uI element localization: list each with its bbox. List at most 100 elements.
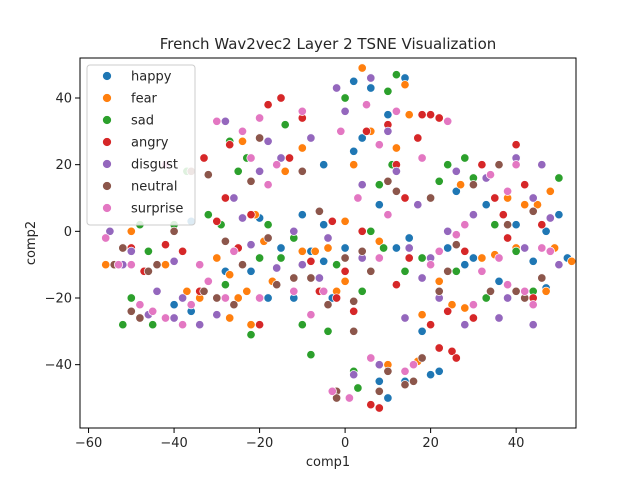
point-fear [477,253,487,263]
point-disgust [443,226,453,236]
point-sad [434,176,444,186]
point-happy [481,200,491,210]
point-happy [319,220,329,230]
point-disgust [520,243,530,253]
point-sad [297,320,307,330]
point-surprise [113,260,124,270]
point-sad [443,160,453,170]
y-tick-label: 20 [55,158,72,173]
point-fear [545,186,555,196]
point-surprise [237,126,248,136]
point-angry [178,246,188,256]
point-sad [383,86,393,96]
point-sad [391,70,401,80]
point-surprise [255,293,265,303]
point-surprise [229,246,239,256]
point-happy [357,133,367,143]
point-surprise [451,230,461,240]
point-disgust [413,200,423,210]
y-axis-label: comp2 [24,221,39,265]
point-surprise [306,310,316,320]
point-fear [434,276,444,286]
point-happy [276,243,286,253]
point-disgust [237,213,248,223]
point-happy [349,76,359,86]
point-surprise [391,106,401,116]
point-surprise [503,280,513,290]
point-disgust [417,273,427,283]
point-sad [353,383,363,393]
legend-marker-sad [102,115,112,125]
point-surprise [434,246,444,256]
point-surprise [443,116,453,126]
point-fear [340,276,350,286]
point-neutral [118,243,128,253]
point-angry [220,193,230,203]
y-tick-label: −40 [45,358,72,373]
point-neutral [383,176,393,186]
point-surprise [408,360,419,370]
point-angry [327,216,337,226]
point-fear [225,313,235,323]
plot-frame [79,57,577,429]
point-fear [532,200,543,210]
point-surprise [503,186,513,196]
point-surprise [511,160,521,170]
point-neutral [485,286,496,296]
point-sad [379,243,389,253]
point-neutral [143,266,153,276]
point-happy [434,366,444,376]
legend-marker-neutral [102,181,112,191]
point-fear [520,200,530,210]
legend-label-fear: fear [131,92,158,107]
point-neutral [366,266,376,276]
point-surprise [289,286,299,296]
point-happy [451,186,461,196]
point-surprise [272,160,282,170]
point-sad [143,246,153,256]
point-happy [374,200,384,210]
point-surprise [494,253,504,263]
point-sad [233,166,243,176]
point-fear [225,270,235,280]
point-happy [417,326,427,336]
point-disgust [528,320,538,330]
point-fear [460,303,470,313]
point-neutral [528,206,538,216]
point-surprise [220,293,230,303]
point-fear [404,110,414,120]
point-neutral [451,240,461,250]
point-happy [374,376,384,386]
point-surprise [319,286,329,296]
point-surprise [361,100,372,110]
point-fear [242,286,252,296]
point-angry [537,220,547,230]
point-neutral [199,286,209,296]
point-disgust [178,293,188,303]
point-angry [477,160,487,170]
point-disgust [366,73,376,83]
point-sad [451,266,461,276]
point-surprise [263,180,273,190]
point-angry [284,153,295,163]
point-disgust [391,166,401,176]
x-axis-ticks: −60 −40 −20 0 20 40 [75,428,524,451]
point-sad [481,293,491,303]
point-angry [443,306,453,316]
point-disgust [545,213,555,223]
point-surprise [178,320,188,330]
point-happy [391,243,401,253]
chart-title: French Wav2vec2 Layer 2 TSNE Visualizati… [160,35,497,53]
point-neutral [323,300,333,310]
series-disgust [105,73,564,380]
legend-marker-disgust [102,159,112,169]
point-sad [554,173,564,183]
point-surprise [460,220,470,230]
point-disgust [340,106,350,116]
point-neutral [494,160,504,170]
point-angry [451,353,461,363]
point-angry [199,153,209,163]
point-surprise [400,366,410,376]
point-surprise [186,300,196,310]
point-disgust [246,240,256,250]
